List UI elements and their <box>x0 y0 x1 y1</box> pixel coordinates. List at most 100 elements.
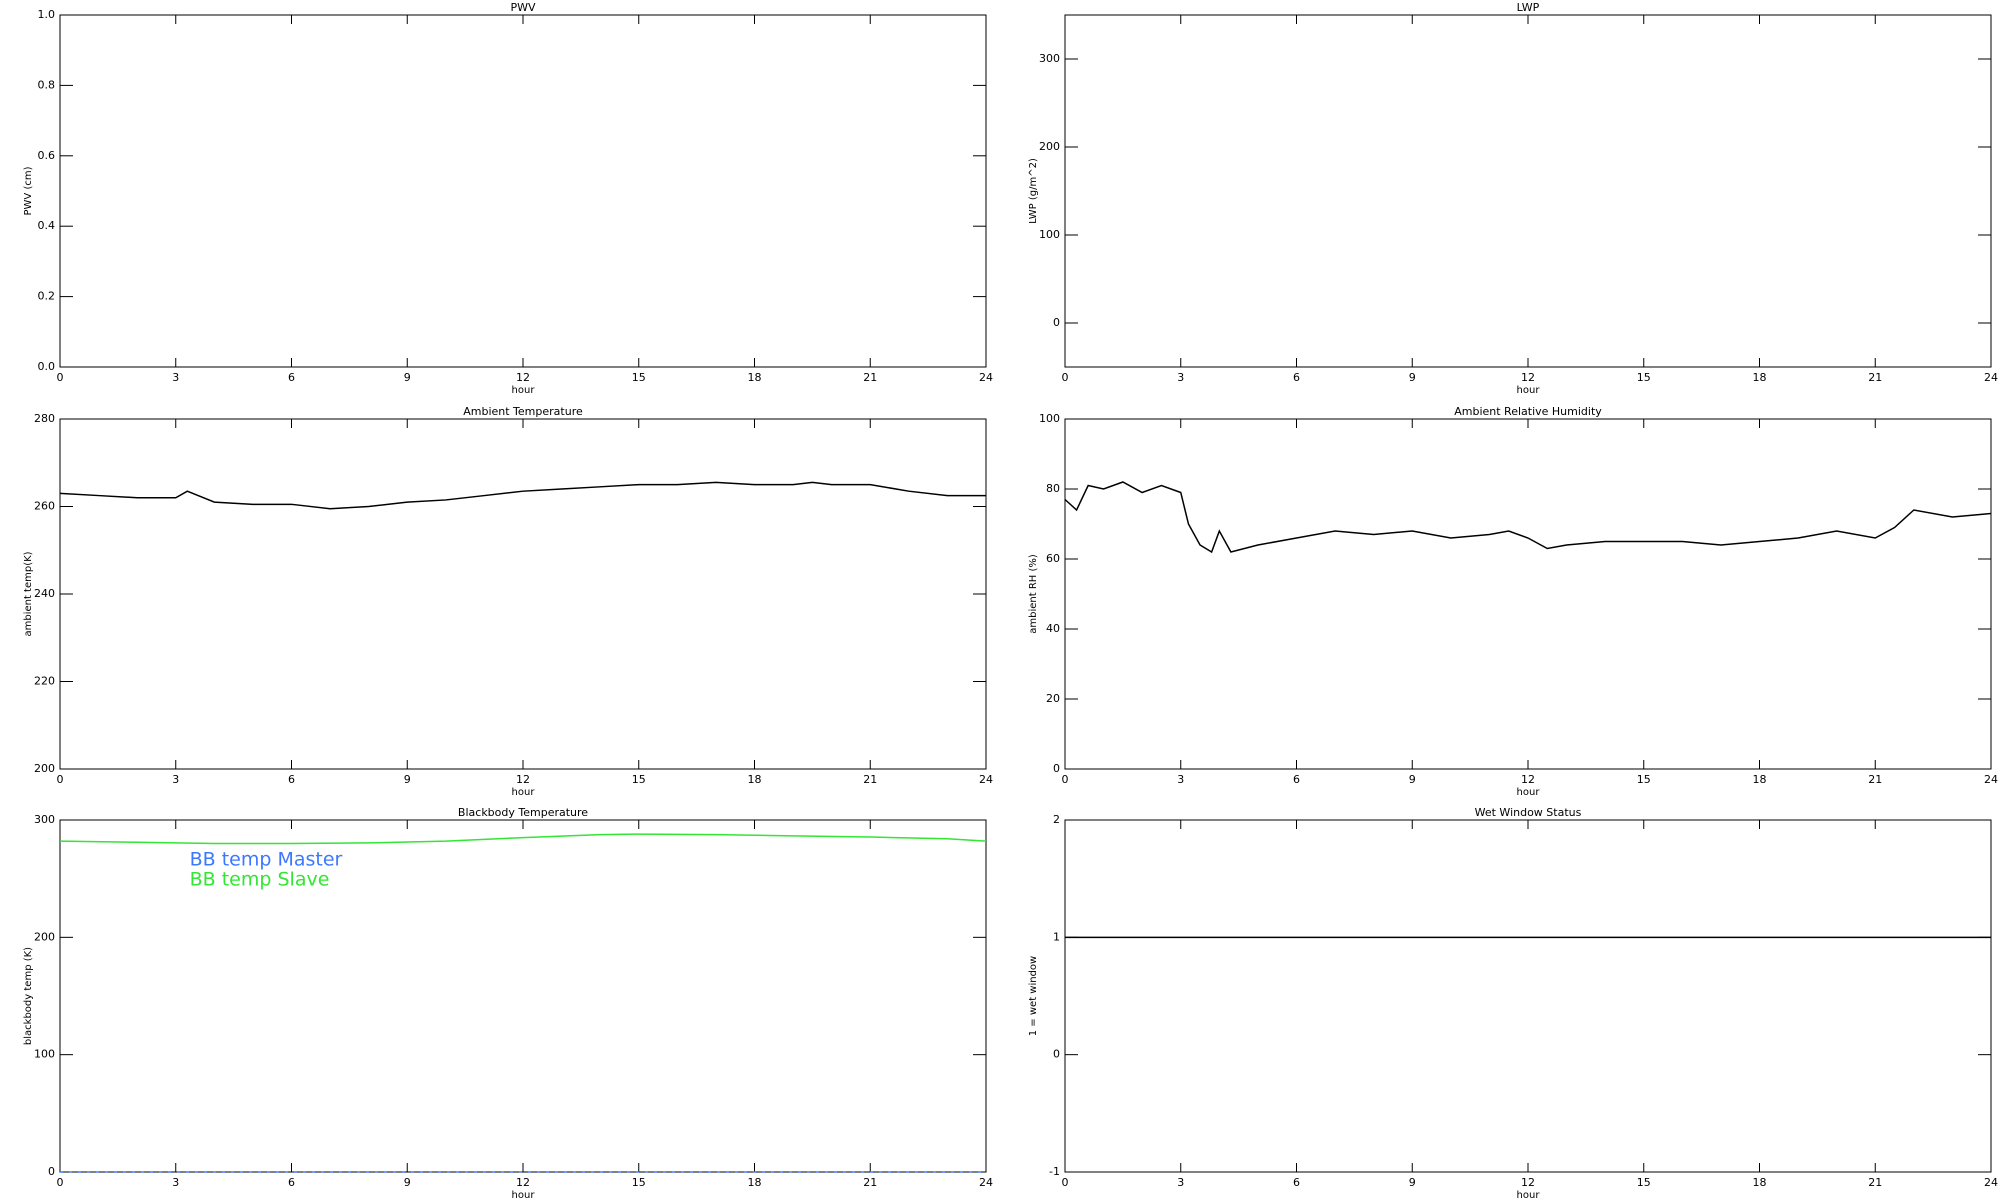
x-tick-label: 15 <box>1637 371 1651 384</box>
x-tick-label: 9 <box>404 1176 411 1189</box>
x-tick-label: 24 <box>979 1176 993 1189</box>
plot-frame <box>59 418 987 770</box>
x-tick-label: 0 <box>1062 1176 1069 1189</box>
x-tick-label: 0 <box>57 371 64 384</box>
x-tick-label: 12 <box>516 371 530 384</box>
x-tick-label: 9 <box>404 371 411 384</box>
y-tick-label: 220 <box>34 675 55 688</box>
y-tick-label: 0 <box>1053 316 1060 329</box>
y-tick-label: -1 <box>1049 1165 1060 1178</box>
y-tick-label: 0.0 <box>38 360 56 373</box>
x-tick-label: 21 <box>1868 773 1882 786</box>
chart-title: Blackbody Temperature <box>458 806 588 819</box>
x-tick-label: 9 <box>1409 371 1416 384</box>
chart-title: Ambient Temperature <box>463 405 583 418</box>
x-tick-label: 3 <box>172 1176 179 1189</box>
chart-title: Ambient Relative Humidity <box>1454 405 1602 418</box>
x-tick-label: 21 <box>863 371 877 384</box>
plot-frame <box>1064 14 1992 368</box>
x-axis-label: hour <box>1517 385 1541 396</box>
y-tick-label: 240 <box>34 587 55 600</box>
x-tick-label: 24 <box>1984 371 1998 384</box>
plot-frame <box>1064 819 1992 1173</box>
x-tick-label: 18 <box>748 1176 762 1189</box>
y-tick-label: 80 <box>1046 482 1060 495</box>
chart-title: LWP <box>1517 1 1540 14</box>
x-tick-label: 0 <box>1062 371 1069 384</box>
x-tick-label: 18 <box>748 371 762 384</box>
x-tick-label: 15 <box>1637 1176 1651 1189</box>
x-tick-label: 0 <box>57 773 64 786</box>
y-tick-label: 260 <box>34 500 55 513</box>
x-tick-label: 21 <box>1868 371 1882 384</box>
y-tick-label: 200 <box>34 930 55 943</box>
y-tick-label: 100 <box>1039 228 1060 241</box>
x-axis-label: hour <box>1517 787 1541 798</box>
y-tick-label: 200 <box>1039 140 1060 153</box>
x-tick-label: 18 <box>1753 773 1767 786</box>
y-tick-label: 0.4 <box>38 219 56 232</box>
x-axis-label: hour <box>512 385 536 396</box>
x-tick-label: 18 <box>748 773 762 786</box>
x-tick-label: 6 <box>288 1176 295 1189</box>
y-axis-label: blackbody temp (K) <box>23 947 34 1045</box>
chart-title: Wet Window Status <box>1475 806 1582 819</box>
x-tick-label: 24 <box>979 371 993 384</box>
x-tick-label: 9 <box>404 773 411 786</box>
x-tick-label: 15 <box>632 773 646 786</box>
legend-entry: BB temp Master <box>190 849 343 871</box>
y-tick-label: 0.2 <box>38 290 56 303</box>
y-tick-label: 0.8 <box>38 78 56 91</box>
x-tick-label: 3 <box>1177 371 1184 384</box>
y-tick-label: 60 <box>1046 552 1060 565</box>
x-tick-label: 12 <box>1521 1176 1535 1189</box>
x-tick-label: 3 <box>1177 773 1184 786</box>
x-axis-label: hour <box>512 787 536 798</box>
y-tick-label: 20 <box>1046 692 1060 705</box>
x-tick-label: 6 <box>288 371 295 384</box>
y-tick-label: 0 <box>1053 762 1060 775</box>
y-axis-label: LWP (g/m^2) <box>1028 158 1039 224</box>
x-axis-label: hour <box>1517 1190 1541 1200</box>
y-axis-label: PWV (cm) <box>23 166 34 215</box>
x-tick-label: 12 <box>516 773 530 786</box>
data-line <box>59 481 986 510</box>
x-tick-label: 6 <box>1293 371 1300 384</box>
x-tick-label: 24 <box>979 773 993 786</box>
legend-entry: BB temp Slave <box>190 869 330 891</box>
y-tick-label: 0 <box>48 1165 55 1178</box>
x-tick-label: 12 <box>516 1176 530 1189</box>
x-tick-label: 15 <box>1637 773 1651 786</box>
x-tick-label: 21 <box>863 1176 877 1189</box>
x-tick-label: 24 <box>1984 773 1998 786</box>
x-tick-label: 6 <box>1293 1176 1300 1189</box>
x-tick-label: 21 <box>863 773 877 786</box>
x-tick-label: 15 <box>632 371 646 384</box>
data-line <box>1064 481 1992 554</box>
x-tick-label: 18 <box>1753 1176 1767 1189</box>
y-tick-label: 100 <box>34 1048 55 1061</box>
y-tick-label: 40 <box>1046 622 1060 635</box>
x-axis-label: hour <box>512 1190 536 1200</box>
y-tick-label: 280 <box>34 412 55 425</box>
x-tick-label: 24 <box>1984 1176 1998 1189</box>
x-tick-label: 6 <box>1293 773 1300 786</box>
y-axis-label: 1 = wet window <box>1028 956 1039 1036</box>
x-tick-label: 18 <box>1753 371 1767 384</box>
x-tick-label: 0 <box>1062 773 1069 786</box>
x-tick-label: 3 <box>1177 1176 1184 1189</box>
x-tick-label: 9 <box>1409 1176 1416 1189</box>
x-tick-label: 9 <box>1409 773 1416 786</box>
x-tick-label: 12 <box>1521 371 1535 384</box>
y-tick-label: 0 <box>1053 1048 1060 1061</box>
y-tick-label: 1 <box>1053 930 1060 943</box>
y-tick-label: 200 <box>34 762 55 775</box>
x-tick-label: 12 <box>1521 773 1535 786</box>
y-tick-label: 300 <box>1039 52 1060 65</box>
x-tick-label: 3 <box>172 773 179 786</box>
plot-frame <box>59 14 987 368</box>
x-tick-label: 6 <box>288 773 295 786</box>
x-tick-label: 21 <box>1868 1176 1882 1189</box>
